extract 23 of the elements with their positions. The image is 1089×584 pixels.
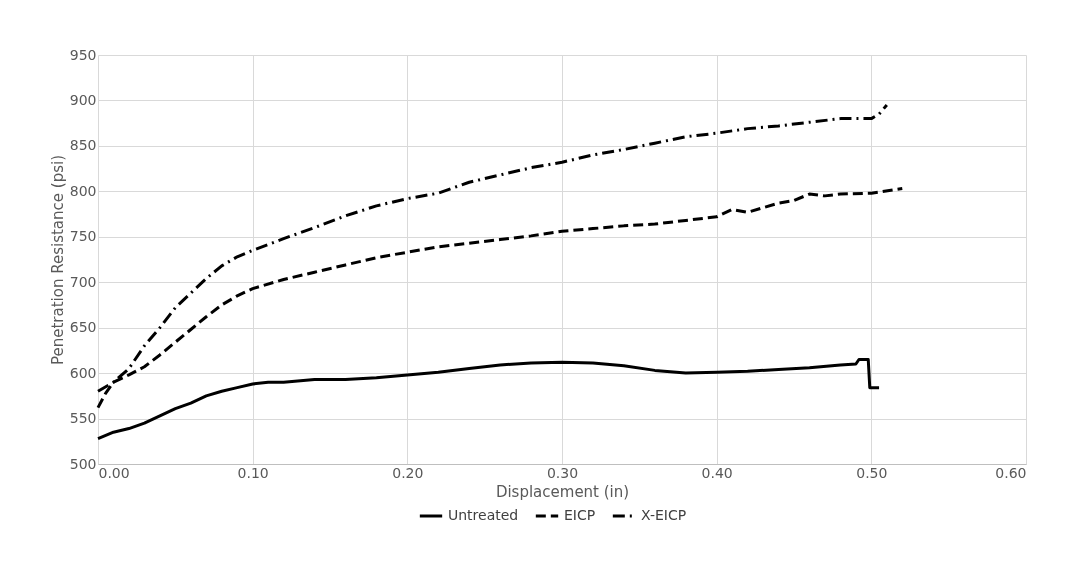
legend-label: EICP bbox=[564, 507, 596, 523]
y-tick-label: 500 bbox=[69, 455, 97, 472]
x-tick-label: 0.10 bbox=[237, 464, 269, 481]
x-tick-label: 0.20 bbox=[392, 464, 424, 481]
y-tick-label: 650 bbox=[69, 319, 97, 336]
legend-label: Untreated bbox=[448, 507, 519, 523]
y-tick-label: 950 bbox=[69, 46, 97, 63]
legend-label: X-EICP bbox=[641, 507, 687, 523]
y-tick-label: 900 bbox=[69, 91, 97, 108]
x-axis-title: Displacement (in) bbox=[495, 482, 630, 501]
x-tick-label: 0.60 bbox=[995, 464, 1027, 481]
y-tick-label: 750 bbox=[69, 228, 97, 245]
x-tick-label: 0.00 bbox=[98, 464, 130, 481]
x-tick-label: 0.40 bbox=[701, 464, 733, 481]
y-axis-title: Penetration Resistance (psi) bbox=[48, 154, 67, 366]
x-tick-label: 0.50 bbox=[856, 464, 888, 481]
y-tick-label: 550 bbox=[69, 410, 97, 427]
x-tick-label: 0.30 bbox=[546, 464, 579, 481]
y-tick-label: 600 bbox=[69, 364, 97, 381]
y-tick-label: 850 bbox=[69, 137, 97, 154]
y-tick-label: 800 bbox=[69, 182, 97, 199]
y-tick-label: 700 bbox=[69, 273, 97, 290]
line-series bbox=[96, 357, 881, 441]
